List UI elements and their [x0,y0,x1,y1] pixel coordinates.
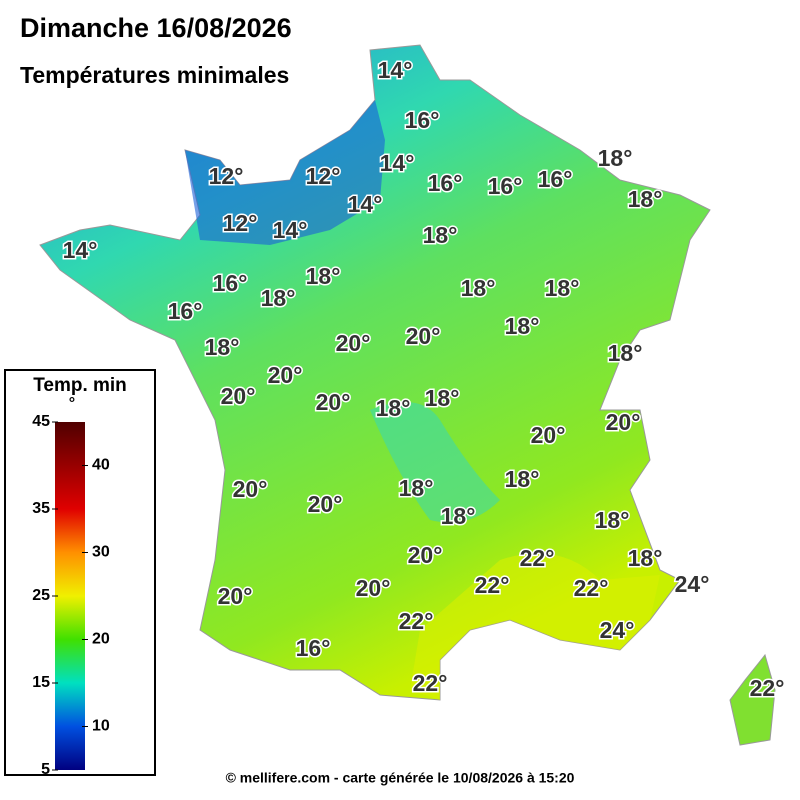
tick-label: 20 [92,631,110,648]
contour-label: 18° [261,285,296,311]
contour-label: 18° [545,275,580,301]
legend: Temp. min ° 45 35 25 15 5 40 30 20 10 [4,369,156,778]
legend-title: ° [69,395,75,412]
contour-label: 20° [221,383,256,409]
footer: © mellifere.com - carte générée le 10/08… [226,770,575,786]
warm-zone [410,553,660,700]
contour-label: 18° [608,340,643,366]
cold-zone [185,100,385,245]
tick-label: 25 [32,587,50,604]
contour-label: 12° [223,210,258,236]
contour-label: 20° [336,330,371,356]
contour-label: 16° [428,170,463,196]
contour-label: 20° [316,389,351,415]
contour-label: 22° [520,545,555,571]
contour-label: 18° [598,145,633,171]
contour-label: 20° [356,575,391,601]
contour-label: 18° [376,395,411,421]
contour-label: 12° [209,163,244,189]
map [39,44,776,746]
contour-label: 18° [441,503,476,529]
tick-label: 15 [32,674,50,691]
legend-title: Temp. min [33,375,127,396]
tick-label: 10 [92,718,110,735]
contour-label: 24° [600,617,635,643]
contour-label: 18° [423,222,458,248]
contour-label: 14° [378,57,413,83]
contour-label: 22° [399,608,434,634]
subtitle: Températures minimales [20,62,289,88]
title: Dimanche 16/08/2026 [20,13,292,43]
contour-label: 22° [750,675,785,701]
contour-label: 22° [475,572,510,598]
contour-label: 20° [408,542,443,568]
tick-label: 35 [32,500,50,517]
contour-label: 20° [606,409,641,435]
contour-label: 20° [233,476,268,502]
contour-label: 20° [308,491,343,517]
contour-label: 18° [628,186,663,212]
contour-label: 24° [675,571,710,597]
contour-label: 22° [574,575,609,601]
contour-label: 18° [505,313,540,339]
corsica [729,653,776,746]
contour-label: 16° [405,107,440,133]
contour-label: 16° [538,166,573,192]
contour-label: 18° [595,507,630,533]
contour-label: 16° [168,298,203,324]
tick-label: 5 [41,761,50,778]
contour-label: 18° [399,475,434,501]
contour-label: 14° [63,237,98,263]
cool-zone [370,402,500,523]
tick-label: 45 [32,413,50,430]
tick-label: 30 [92,544,110,561]
contour-label: 22° [413,670,448,696]
tick-label: 40 [92,457,110,474]
contour-label: 14° [348,191,383,217]
contour-label: 20° [531,422,566,448]
contour-label: 18° [628,545,663,571]
contour-label: 16° [488,173,523,199]
contour-label: 20° [406,323,441,349]
contour-label: 18° [306,263,341,289]
color-bar [55,422,85,770]
contour-label: 18° [205,334,240,360]
contour-label: 16° [296,635,331,661]
contour-label: 20° [218,583,253,609]
contour-label: 12° [306,163,341,189]
contour-label: 20° [268,362,303,388]
contour-label: 14° [273,217,308,243]
contour-label: 18° [425,385,460,411]
labels: 14°16°18°12° 12° 14°16° 16° 16°18°14°12° 14° 1… [61,56,786,703]
contour-label: 16° [213,270,248,296]
contour-label: 18° [505,466,540,492]
contour-label: 14° [380,150,415,176]
contour-label: 18° [461,275,496,301]
